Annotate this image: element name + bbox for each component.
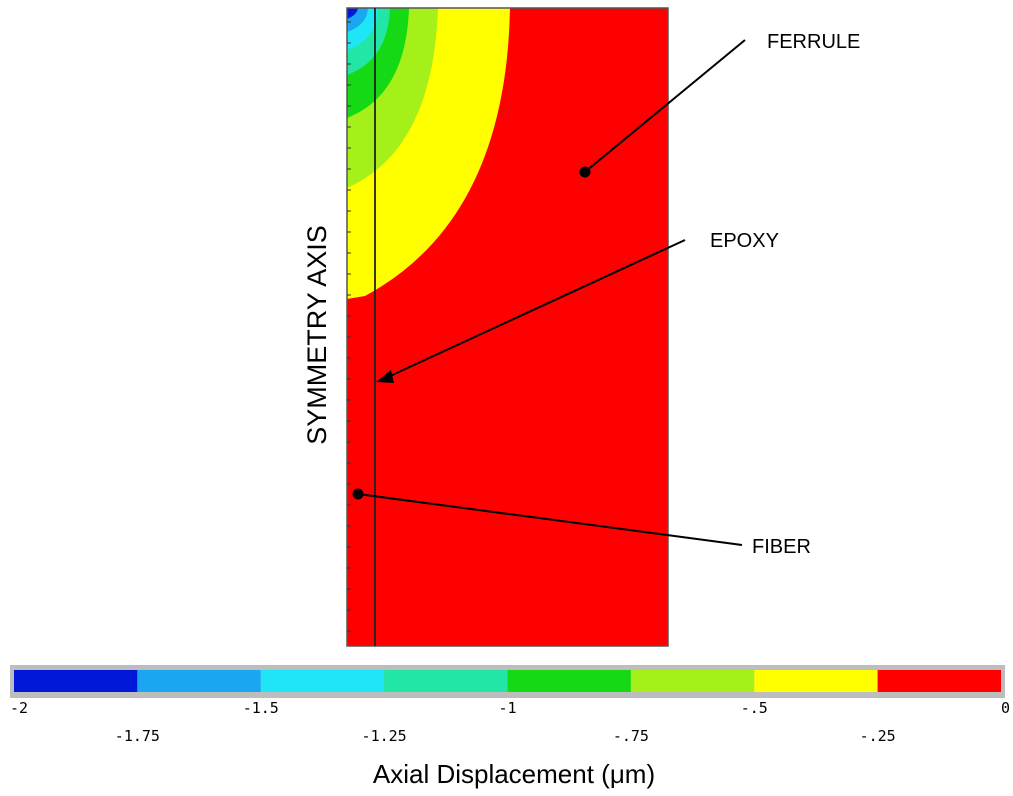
ferrule-annotation: FERRULE — [579, 31, 860, 178]
contour-plot — [346, 7, 669, 647]
colorbar-tick-label: -.5 — [741, 699, 768, 717]
ferrule-label: FERRULE — [767, 31, 860, 53]
fiber-label: FIBER — [752, 536, 811, 558]
fiber-marker — [352, 488, 364, 500]
colorbar: -2 -1.5 -1 -.5 0 -1.75 -1.25 -.75 -.25 Axial Di… — [10, 665, 1010, 789]
colorbar-tick-label: -.25 — [860, 727, 896, 745]
colorbar-ticks-upper: -2 -1.5 -1 -.5 0 — [10, 699, 1010, 717]
colorbar-segment — [14, 670, 138, 692]
colorbar-segment — [754, 670, 878, 692]
colorbar-tick-label: -1.25 — [362, 727, 407, 745]
epoxy-annotation: EPOXY — [376, 230, 779, 383]
colorbar-segment — [630, 670, 755, 692]
fiber-leader-line — [357, 493, 743, 546]
colorbar-segment — [384, 670, 508, 692]
colorbar-tick-label: -.75 — [613, 727, 649, 745]
colorbar-ticks-lower: -1.75 -1.25 -.75 -.25 — [115, 727, 896, 745]
colorbar-tick-label: -1 — [498, 699, 516, 717]
colorbar-segment — [260, 670, 385, 692]
symmetry-axis-label: SYMMETRY AXIS — [302, 225, 332, 445]
colorbar-segments — [14, 670, 1001, 692]
colorbar-tick-label: -1.5 — [243, 699, 279, 717]
epoxy-label: EPOXY — [710, 230, 779, 252]
ferrule-marker — [579, 166, 591, 178]
colorbar-segment — [877, 670, 1001, 692]
colorbar-segment — [507, 670, 631, 692]
fiber-annotation: FIBER — [352, 488, 811, 558]
epoxy-arrowhead — [376, 370, 394, 383]
colorbar-tick-label: 0 — [1001, 699, 1010, 717]
epoxy-leader-line — [387, 239, 686, 378]
colorbar-tick-label: -2 — [10, 699, 28, 717]
colorbar-tick-label: -1.75 — [115, 727, 160, 745]
contour-level-blue — [347, 8, 358, 19]
colorbar-title: Axial Displacement (μm) — [373, 759, 655, 789]
symmetry-axis-ticks — [347, 21, 351, 632]
plot-border — [346, 7, 669, 647]
ferrule-leader-line — [584, 39, 746, 173]
colorbar-segment — [137, 670, 261, 692]
